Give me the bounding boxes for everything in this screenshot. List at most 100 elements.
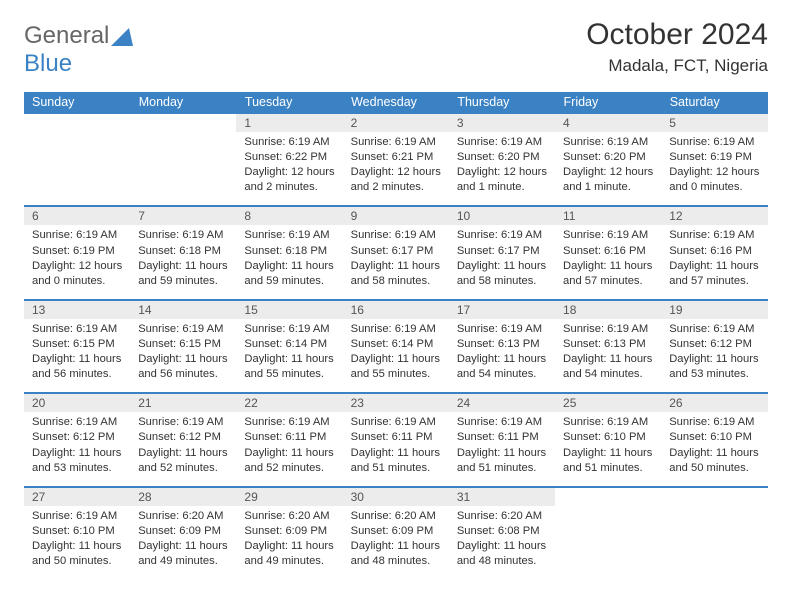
weekday-header: Friday [555, 92, 661, 113]
day-number: 30 [343, 488, 449, 506]
sunset-line: Sunset: 6:21 PM [351, 150, 441, 165]
calendar-day-cell: 25Sunrise: 6:19 AMSunset: 6:10 PMDayligh… [555, 393, 661, 486]
sunrise-line: Sunrise: 6:19 AM [351, 322, 441, 337]
daylight-line: Daylight: 11 hours and 49 minutes. [138, 539, 228, 569]
daylight-line: Daylight: 12 hours and 2 minutes. [244, 165, 334, 195]
daylight-line: Daylight: 11 hours and 56 minutes. [138, 352, 228, 382]
sunrise-line: Sunrise: 6:19 AM [351, 415, 441, 430]
day-body: Sunrise: 6:19 AMSunset: 6:12 PMDaylight:… [24, 412, 130, 485]
day-body: Sunrise: 6:19 AMSunset: 6:11 PMDaylight:… [236, 412, 342, 485]
brand-text: General Blue [24, 22, 133, 78]
daylight-line: Daylight: 12 hours and 0 minutes. [32, 259, 122, 289]
sunset-line: Sunset: 6:12 PM [669, 337, 759, 352]
calendar-day-cell: . [24, 113, 130, 206]
day-body: Sunrise: 6:19 AMSunset: 6:22 PMDaylight:… [236, 132, 342, 205]
day-body: Sunrise: 6:19 AMSunset: 6:16 PMDaylight:… [661, 225, 767, 298]
location-text: Madala, FCT, Nigeria [586, 56, 768, 76]
day-number: 28 [130, 488, 236, 506]
brand-logo: General Blue [24, 18, 133, 78]
daylight-line: Daylight: 11 hours and 56 minutes. [32, 352, 122, 382]
day-body: Sunrise: 6:20 AMSunset: 6:08 PMDaylight:… [449, 506, 555, 579]
day-body: Sunrise: 6:20 AMSunset: 6:09 PMDaylight:… [236, 506, 342, 579]
sunrise-line: Sunrise: 6:20 AM [244, 509, 334, 524]
sunset-line: Sunset: 6:14 PM [244, 337, 334, 352]
sunset-line: Sunset: 6:16 PM [563, 244, 653, 259]
calendar-day-cell: 24Sunrise: 6:19 AMSunset: 6:11 PMDayligh… [449, 393, 555, 486]
sunrise-line: Sunrise: 6:19 AM [457, 322, 547, 337]
sunrise-line: Sunrise: 6:19 AM [138, 322, 228, 337]
daylight-line: Daylight: 11 hours and 50 minutes. [669, 446, 759, 476]
calendar-day-cell: 28Sunrise: 6:20 AMSunset: 6:09 PMDayligh… [130, 487, 236, 579]
daylight-line: Daylight: 11 hours and 48 minutes. [351, 539, 441, 569]
daylight-line: Daylight: 11 hours and 50 minutes. [32, 539, 122, 569]
sunrise-line: Sunrise: 6:19 AM [138, 228, 228, 243]
daylight-line: Daylight: 11 hours and 49 minutes. [244, 539, 334, 569]
sunset-line: Sunset: 6:10 PM [669, 430, 759, 445]
day-number: 8 [236, 207, 342, 225]
day-body: Sunrise: 6:19 AMSunset: 6:12 PMDaylight:… [661, 319, 767, 392]
sunset-line: Sunset: 6:09 PM [244, 524, 334, 539]
day-body: Sunrise: 6:20 AMSunset: 6:09 PMDaylight:… [343, 506, 449, 579]
day-body: Sunrise: 6:19 AMSunset: 6:10 PMDaylight:… [24, 506, 130, 579]
day-number: 16 [343, 301, 449, 319]
calendar-week-row: 20Sunrise: 6:19 AMSunset: 6:12 PMDayligh… [24, 393, 768, 486]
calendar-day-cell: 2Sunrise: 6:19 AMSunset: 6:21 PMDaylight… [343, 113, 449, 206]
daylight-line: Daylight: 11 hours and 51 minutes. [563, 446, 653, 476]
sunrise-line: Sunrise: 6:19 AM [32, 509, 122, 524]
day-body: Sunrise: 6:19 AMSunset: 6:14 PMDaylight:… [236, 319, 342, 392]
sunset-line: Sunset: 6:11 PM [351, 430, 441, 445]
day-body: Sunrise: 6:19 AMSunset: 6:10 PMDaylight:… [661, 412, 767, 485]
sunrise-line: Sunrise: 6:19 AM [457, 228, 547, 243]
day-body: Sunrise: 6:19 AMSunset: 6:15 PMDaylight:… [130, 319, 236, 392]
calendar-day-cell: 3Sunrise: 6:19 AMSunset: 6:20 PMDaylight… [449, 113, 555, 206]
day-body: Sunrise: 6:19 AMSunset: 6:15 PMDaylight:… [24, 319, 130, 392]
sunset-line: Sunset: 6:15 PM [138, 337, 228, 352]
sunrise-line: Sunrise: 6:19 AM [457, 415, 547, 430]
sunrise-line: Sunrise: 6:19 AM [669, 228, 759, 243]
sunset-line: Sunset: 6:10 PM [32, 524, 122, 539]
day-number: 29 [236, 488, 342, 506]
calendar-day-cell: 30Sunrise: 6:20 AMSunset: 6:09 PMDayligh… [343, 487, 449, 579]
day-body: Sunrise: 6:19 AMSunset: 6:14 PMDaylight:… [343, 319, 449, 392]
sunset-line: Sunset: 6:15 PM [32, 337, 122, 352]
day-number: 1 [236, 114, 342, 132]
day-body: Sunrise: 6:19 AMSunset: 6:20 PMDaylight:… [449, 132, 555, 205]
day-number: 19 [661, 301, 767, 319]
sunrise-line: Sunrise: 6:19 AM [669, 135, 759, 150]
day-number: 26 [661, 394, 767, 412]
calendar-day-cell: 29Sunrise: 6:20 AMSunset: 6:09 PMDayligh… [236, 487, 342, 579]
calendar-day-cell: 17Sunrise: 6:19 AMSunset: 6:13 PMDayligh… [449, 300, 555, 393]
day-number: 13 [24, 301, 130, 319]
day-body: Sunrise: 6:19 AMSunset: 6:19 PMDaylight:… [661, 132, 767, 205]
sunrise-line: Sunrise: 6:19 AM [457, 135, 547, 150]
daylight-line: Daylight: 12 hours and 0 minutes. [669, 165, 759, 195]
sunrise-line: Sunrise: 6:19 AM [351, 135, 441, 150]
day-number: 20 [24, 394, 130, 412]
calendar-day-cell: 6Sunrise: 6:19 AMSunset: 6:19 PMDaylight… [24, 206, 130, 299]
daylight-line: Daylight: 11 hours and 59 minutes. [244, 259, 334, 289]
sunset-line: Sunset: 6:18 PM [138, 244, 228, 259]
calendar-day-cell: 21Sunrise: 6:19 AMSunset: 6:12 PMDayligh… [130, 393, 236, 486]
sunrise-line: Sunrise: 6:19 AM [563, 228, 653, 243]
daylight-line: Daylight: 11 hours and 51 minutes. [457, 446, 547, 476]
calendar-day-cell: . [130, 113, 236, 206]
calendar-table: SundayMondayTuesdayWednesdayThursdayFrid… [24, 92, 768, 579]
day-body: Sunrise: 6:20 AMSunset: 6:09 PMDaylight:… [130, 506, 236, 579]
day-body: Sunrise: 6:19 AMSunset: 6:11 PMDaylight:… [343, 412, 449, 485]
calendar-day-cell: 5Sunrise: 6:19 AMSunset: 6:19 PMDaylight… [661, 113, 767, 206]
page-header: General Blue October 2024 Madala, FCT, N… [24, 18, 768, 78]
sunset-line: Sunset: 6:19 PM [669, 150, 759, 165]
calendar-day-cell: . [555, 487, 661, 579]
calendar-day-cell: 31Sunrise: 6:20 AMSunset: 6:08 PMDayligh… [449, 487, 555, 579]
calendar-day-cell: 10Sunrise: 6:19 AMSunset: 6:17 PMDayligh… [449, 206, 555, 299]
sunrise-line: Sunrise: 6:19 AM [32, 415, 122, 430]
weekday-header: Monday [130, 92, 236, 113]
day-number: 5 [661, 114, 767, 132]
sunset-line: Sunset: 6:18 PM [244, 244, 334, 259]
sunset-line: Sunset: 6:09 PM [351, 524, 441, 539]
day-number: 22 [236, 394, 342, 412]
day-number: 31 [449, 488, 555, 506]
weekday-header: Saturday [661, 92, 767, 113]
sunrise-line: Sunrise: 6:19 AM [563, 415, 653, 430]
day-number: 12 [661, 207, 767, 225]
